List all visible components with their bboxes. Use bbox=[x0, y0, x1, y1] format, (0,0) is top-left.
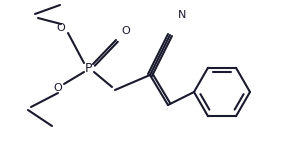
Text: O: O bbox=[54, 83, 62, 93]
Text: O: O bbox=[57, 23, 65, 33]
Text: O: O bbox=[122, 26, 130, 36]
Text: N: N bbox=[178, 10, 186, 20]
Text: P: P bbox=[84, 61, 92, 75]
